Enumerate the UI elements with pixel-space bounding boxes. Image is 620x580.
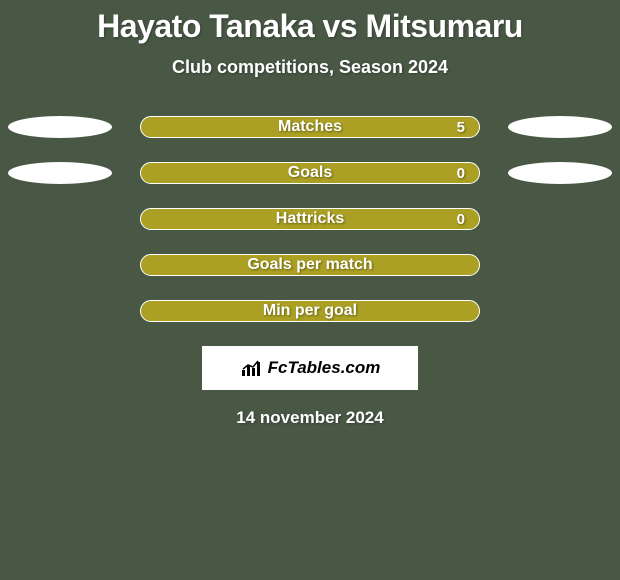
stat-left-ellipse xyxy=(8,162,112,184)
stat-right-spacer xyxy=(508,300,612,322)
logo-content: FcTables.com xyxy=(240,358,381,378)
stat-left-spacer xyxy=(8,208,112,230)
stat-bar: Hattricks 0 xyxy=(140,208,480,230)
stat-left-ellipse xyxy=(8,116,112,138)
stats-area: Matches 5 Goals 0 Hattricks 0 Goals per match M… xyxy=(0,116,620,322)
stat-bar: Matches 5 xyxy=(140,116,480,138)
stat-right-spacer xyxy=(508,208,612,230)
stat-label: Hattricks xyxy=(276,210,344,228)
date-text: 14 november 2024 xyxy=(0,408,620,428)
stat-right-ellipse xyxy=(508,162,612,184)
page-subtitle: Club competitions, Season 2024 xyxy=(0,57,620,78)
stat-row: Goals per match xyxy=(0,254,620,276)
stat-right-spacer xyxy=(508,254,612,276)
stat-value: 0 xyxy=(457,165,465,182)
stat-row: Hattricks 0 xyxy=(0,208,620,230)
stat-value: 5 xyxy=(457,119,465,136)
chart-icon xyxy=(240,358,264,378)
stat-bar: Min per goal xyxy=(140,300,480,322)
stat-right-ellipse xyxy=(508,116,612,138)
stat-label: Min per goal xyxy=(263,302,357,320)
stat-value: 0 xyxy=(457,211,465,228)
logo-text: FcTables.com xyxy=(268,358,381,378)
stat-left-spacer xyxy=(8,300,112,322)
stat-label: Goals xyxy=(288,164,332,182)
stat-row: Min per goal xyxy=(0,300,620,322)
stat-bar: Goals per match xyxy=(140,254,480,276)
infographic-container: Hayato Tanaka vs Mitsumaru Club competit… xyxy=(0,0,620,428)
stat-row: Goals 0 xyxy=(0,162,620,184)
stat-left-spacer xyxy=(8,254,112,276)
page-title: Hayato Tanaka vs Mitsumaru xyxy=(0,8,620,45)
stat-label: Matches xyxy=(278,118,342,136)
stat-bar: Goals 0 xyxy=(140,162,480,184)
stat-label: Goals per match xyxy=(247,256,372,274)
logo-box: FcTables.com xyxy=(202,346,418,390)
stat-row: Matches 5 xyxy=(0,116,620,138)
